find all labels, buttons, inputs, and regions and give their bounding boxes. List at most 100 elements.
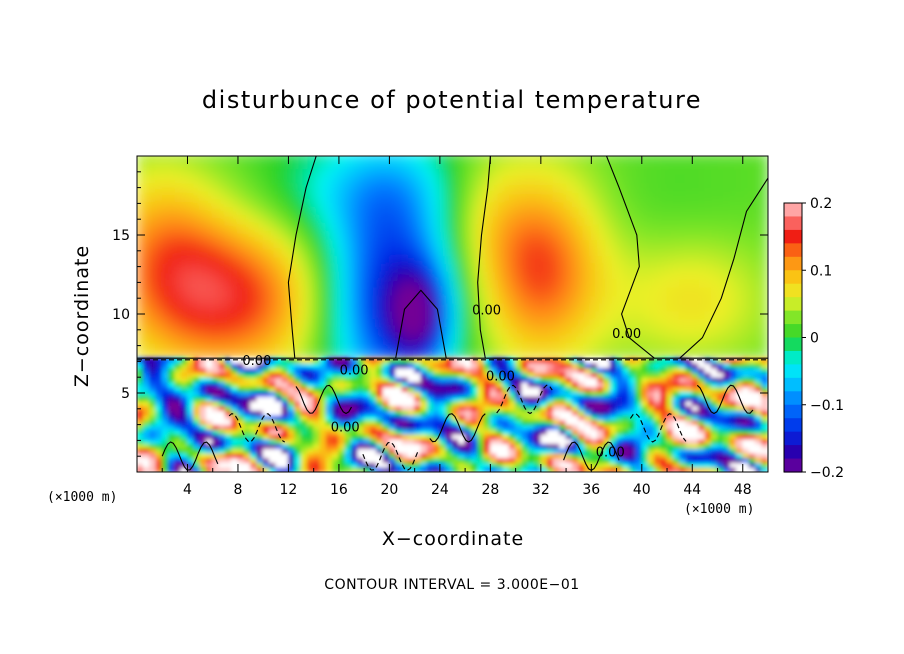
field-cell bbox=[477, 334, 485, 343]
field-cell bbox=[357, 452, 365, 459]
field-cell bbox=[464, 223, 472, 233]
field-cell bbox=[338, 215, 346, 225]
field-cell bbox=[502, 362, 510, 369]
field-cell bbox=[332, 414, 340, 421]
field-cell bbox=[729, 395, 737, 402]
field-cell bbox=[483, 302, 491, 312]
field-cell bbox=[445, 443, 453, 449]
field-cell bbox=[186, 231, 195, 241]
field-cell bbox=[243, 466, 252, 472]
field-cell bbox=[704, 286, 712, 296]
field-cell bbox=[363, 466, 371, 472]
field-cell bbox=[401, 424, 409, 430]
field-cell bbox=[761, 310, 768, 320]
field-cell bbox=[401, 457, 409, 464]
field-cell bbox=[275, 376, 283, 383]
field-cell bbox=[420, 286, 428, 296]
field-cell bbox=[369, 302, 378, 312]
field-cell bbox=[698, 183, 706, 193]
field-cell bbox=[287, 326, 296, 336]
field-cell bbox=[395, 349, 403, 359]
field-cell bbox=[452, 215, 460, 225]
field-cell bbox=[180, 207, 188, 217]
field-cell bbox=[628, 341, 636, 351]
field-cell bbox=[287, 168, 296, 178]
field-cell bbox=[338, 447, 346, 454]
field-cell bbox=[704, 433, 712, 440]
field-cell bbox=[679, 156, 687, 162]
field-cell bbox=[584, 176, 592, 185]
field-cell bbox=[672, 310, 681, 320]
field-cell bbox=[597, 349, 605, 359]
field-cell bbox=[710, 395, 719, 402]
field-cell bbox=[250, 452, 258, 459]
field-cell bbox=[565, 376, 573, 383]
field-cell bbox=[369, 334, 378, 343]
field-cell bbox=[256, 386, 264, 392]
field-cell bbox=[559, 176, 567, 185]
field-cell bbox=[508, 215, 517, 225]
field-cell bbox=[628, 395, 636, 402]
field-cell bbox=[262, 286, 271, 296]
field-cell bbox=[552, 199, 561, 209]
field-cell bbox=[603, 270, 611, 280]
field-cell bbox=[357, 428, 365, 435]
field-cell bbox=[723, 183, 731, 193]
field-cell bbox=[464, 414, 472, 421]
field-cell bbox=[534, 381, 542, 388]
field-cell bbox=[439, 357, 447, 364]
field-cell bbox=[231, 191, 239, 201]
field-cell bbox=[231, 318, 239, 328]
field-cell bbox=[193, 278, 201, 288]
field-cell bbox=[388, 357, 397, 364]
field-cell bbox=[193, 400, 201, 407]
field-cell bbox=[483, 419, 491, 426]
field-cell bbox=[256, 462, 264, 468]
field-cell bbox=[489, 341, 498, 351]
field-cell bbox=[565, 247, 573, 257]
field-cell bbox=[710, 310, 719, 320]
field-cell bbox=[452, 262, 460, 272]
field-cell bbox=[294, 367, 302, 373]
field-cell bbox=[742, 318, 750, 328]
field-cell bbox=[193, 424, 201, 430]
field-cell bbox=[534, 239, 542, 249]
field-cell bbox=[590, 160, 599, 170]
field-cell bbox=[382, 424, 390, 430]
field-cell bbox=[735, 424, 744, 430]
field-cell bbox=[142, 367, 151, 373]
field-cell bbox=[496, 462, 504, 468]
field-cell bbox=[231, 419, 239, 426]
field-cell bbox=[218, 286, 226, 296]
field-cell bbox=[199, 191, 207, 201]
field-cell bbox=[698, 428, 706, 435]
field-cell bbox=[281, 362, 289, 369]
field-cell bbox=[565, 466, 573, 472]
field-cell bbox=[174, 270, 182, 280]
field-cell bbox=[546, 362, 554, 369]
field-cell bbox=[332, 191, 340, 201]
field-cell bbox=[489, 400, 498, 407]
field-cell bbox=[496, 457, 504, 464]
field-cell bbox=[546, 457, 554, 464]
field-cell bbox=[534, 466, 542, 472]
field-cell bbox=[426, 247, 435, 257]
field-cell bbox=[414, 183, 422, 193]
field-cell bbox=[552, 191, 561, 201]
field-cell bbox=[287, 294, 296, 304]
field-cell bbox=[161, 447, 170, 454]
field-cell bbox=[445, 447, 453, 454]
field-cell bbox=[489, 428, 498, 435]
field-cell bbox=[269, 255, 277, 264]
field-cell bbox=[534, 255, 542, 264]
field-cell bbox=[477, 349, 485, 359]
field-cell bbox=[168, 310, 176, 320]
field-cell bbox=[313, 239, 321, 249]
field-cell bbox=[407, 334, 416, 343]
field-cell bbox=[344, 447, 353, 454]
field-cell bbox=[137, 462, 144, 468]
field-cell bbox=[414, 357, 422, 364]
field-cell bbox=[313, 262, 321, 272]
field-cell bbox=[445, 357, 453, 364]
field-cell bbox=[559, 428, 567, 435]
